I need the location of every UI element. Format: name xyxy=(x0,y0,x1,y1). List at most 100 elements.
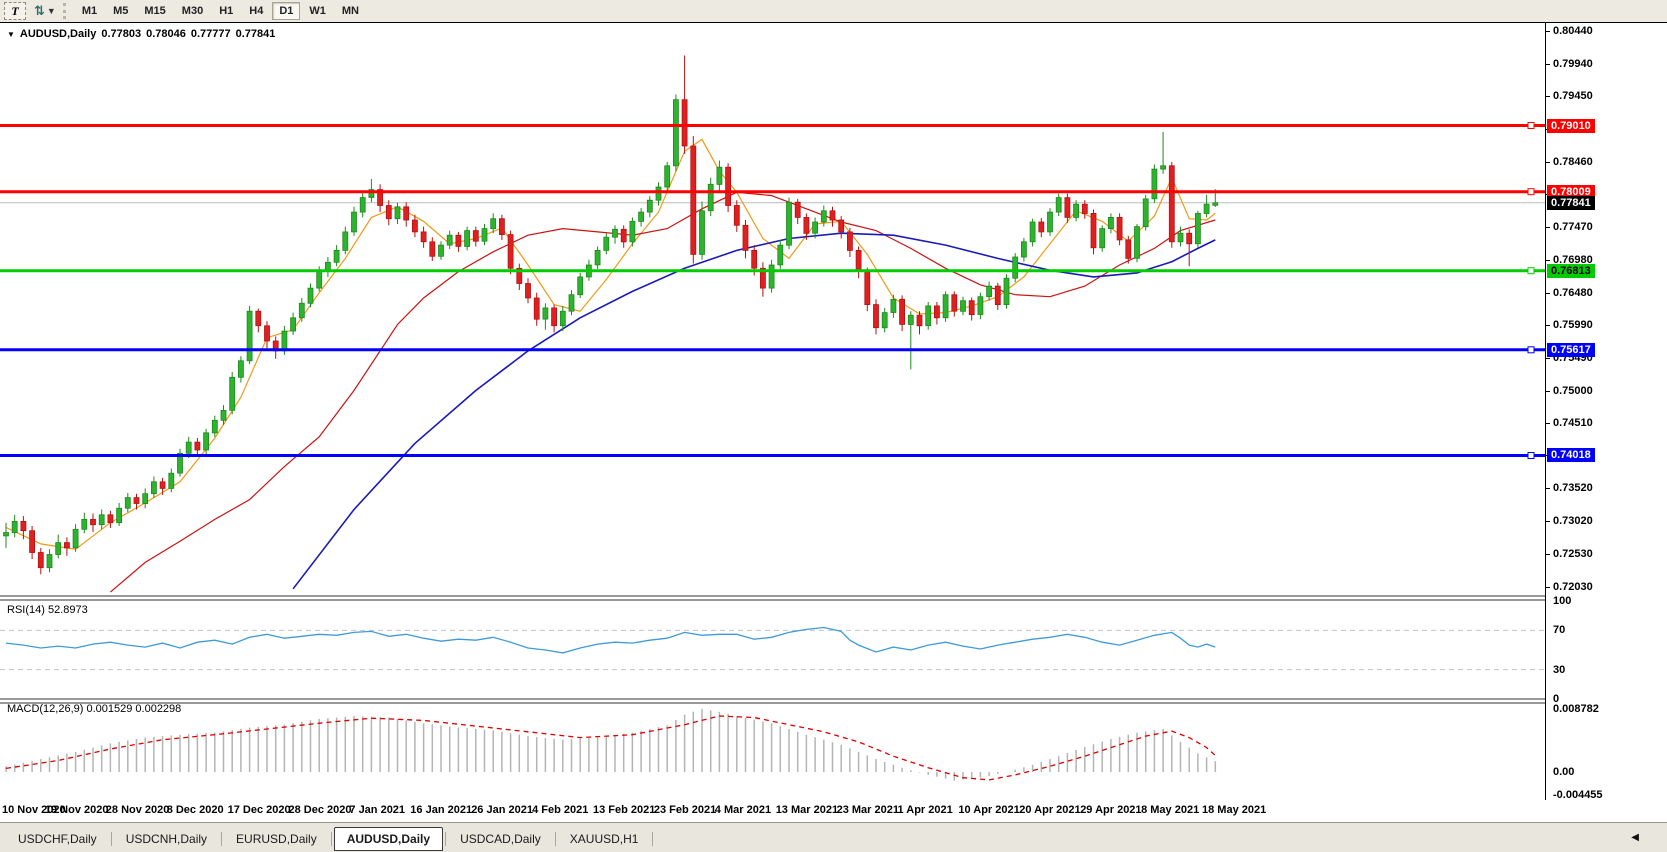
candle-body xyxy=(986,285,992,298)
candle-body xyxy=(194,441,201,451)
candle-body xyxy=(1073,203,1079,218)
price-axis[interactable]: 0.804400.799400.794500.789500.784600.779… xyxy=(1545,22,1667,802)
tab-separator xyxy=(110,832,112,846)
axis-tick-mark xyxy=(1546,30,1550,32)
date-axis-label: 18 May 2021 xyxy=(1202,804,1267,816)
ohlc-close: 0.77841 xyxy=(235,28,276,40)
candle-body xyxy=(881,312,888,329)
timeframe-button-d1[interactable]: D1 xyxy=(272,2,301,20)
candle-body xyxy=(1142,198,1149,228)
macd-axis-tick: 0.00 xyxy=(1553,766,1575,778)
candle-body xyxy=(1029,221,1036,243)
chart-tab-audusd[interactable]: AUDUSD,Daily xyxy=(333,827,444,851)
candle-body xyxy=(81,518,88,530)
candle-body xyxy=(11,520,18,533)
timeframe-button-w1[interactable]: W1 xyxy=(302,2,333,20)
chart-title: ▼ AUDUSD,Daily 0.77803 0.78046 0.77777 0… xyxy=(7,28,275,41)
timeframe-button-h4[interactable]: H4 xyxy=(242,2,270,20)
candle-body xyxy=(655,186,662,201)
price-axis-tick: 0.79450 xyxy=(1553,90,1593,103)
axis-tick-mark xyxy=(1546,521,1550,523)
rsi-axis-tick: 30 xyxy=(1553,663,1566,676)
tool-dropdown-caret-icon[interactable]: ▼ xyxy=(46,6,56,16)
candle-body xyxy=(812,221,818,234)
candle-body xyxy=(168,472,175,489)
tab-scroll-left-icon[interactable]: ◀ xyxy=(1631,832,1639,843)
candle-body xyxy=(290,317,297,332)
candle-body xyxy=(568,294,575,312)
candle-body xyxy=(150,481,157,495)
axis-tick-mark xyxy=(1546,422,1550,424)
date-axis-label: 29 Apr 2021 xyxy=(1080,804,1142,816)
timeframe-button-m5[interactable]: M5 xyxy=(106,2,135,20)
price-axis-tick: 0.75990 xyxy=(1553,319,1593,332)
date-axis-label: 23 Feb 2021 xyxy=(653,804,717,816)
price-line-label: 0.76813 xyxy=(1547,263,1595,278)
date-axis-label: 7 Jan 2021 xyxy=(349,804,406,816)
date-axis-label: 10 Nov 2020 xyxy=(2,804,66,816)
date-axis-label: 13 Mar 2021 xyxy=(775,804,839,816)
candle-body xyxy=(229,376,236,411)
macd-indicator-label: MACD(12,26,9) 0.001529 0.002298 xyxy=(7,703,182,715)
line-handle xyxy=(1527,346,1535,354)
candle-body xyxy=(307,287,314,304)
ohlc-open: 0.77803 xyxy=(101,28,142,40)
timeframe-button-m1[interactable]: M1 xyxy=(75,2,104,20)
candle-body xyxy=(1021,241,1027,258)
candle-body xyxy=(951,294,958,312)
text-tool-button[interactable]: T xyxy=(4,2,26,20)
candle-body xyxy=(107,514,114,524)
timeframe-button-mn[interactable]: MN xyxy=(335,2,366,20)
candle-body xyxy=(942,294,949,319)
candle-body xyxy=(246,310,253,362)
candle-body xyxy=(777,244,784,266)
timeframe-button-m30[interactable]: M30 xyxy=(175,2,210,20)
date-axis-label: 10 Apr 2021 xyxy=(958,804,1020,816)
candle-body xyxy=(699,210,705,255)
candle-body xyxy=(855,249,862,272)
candle-body xyxy=(838,219,845,233)
timeframe-button-m15[interactable]: M15 xyxy=(137,2,172,20)
candle-body xyxy=(1090,212,1097,249)
candle-body xyxy=(594,249,601,266)
price-axis-tick: 0.74510 xyxy=(1553,416,1593,429)
candle-body xyxy=(916,314,923,327)
candle-body xyxy=(1160,165,1166,170)
candle-body xyxy=(446,234,453,246)
date-axis-label: 1 Apr 2021 xyxy=(897,804,953,816)
chart-tab-usdchf[interactable]: USDCHF,Daily xyxy=(18,832,97,846)
candle-body xyxy=(907,314,914,325)
chart-area[interactable]: ▼ AUDUSD,Daily 0.77803 0.78046 0.77777 0… xyxy=(0,22,1545,802)
price-axis-tick: 0.77470 xyxy=(1553,221,1593,234)
candle-body xyxy=(1116,216,1123,241)
timeframe-button-h1[interactable]: H1 xyxy=(212,2,240,20)
collapse-arrow-icon[interactable]: ▼ xyxy=(7,30,15,39)
price-axis-tick: 0.75000 xyxy=(1553,384,1593,397)
candle-body xyxy=(264,325,270,342)
candle-body xyxy=(620,228,627,243)
chart-tab-eurusd[interactable]: EURUSD,Daily xyxy=(236,832,317,846)
candle-body xyxy=(394,206,401,220)
price-axis-tick: 0.76480 xyxy=(1553,286,1593,299)
candle-body xyxy=(298,302,305,319)
candle-body xyxy=(159,481,166,489)
candle-body xyxy=(542,307,549,320)
axis-tick-mark xyxy=(1546,488,1550,490)
chart-tab-usdcnh[interactable]: USDCNH,Daily xyxy=(125,832,208,846)
price-line-label: 0.79010 xyxy=(1547,118,1595,133)
chart-tab-usdcad[interactable]: USDCAD,Daily xyxy=(460,832,541,846)
chart-tab-xauusd[interactable]: XAUUSD,H1 xyxy=(569,832,639,846)
line-handle xyxy=(1527,188,1535,196)
candle-body xyxy=(385,205,392,220)
chart-svg xyxy=(0,55,1545,781)
ohlc-low: 0.77777 xyxy=(190,28,231,40)
macd-axis-tick: -0.004455 xyxy=(1553,789,1603,801)
indicator-tool-icon[interactable]: ⇅ xyxy=(34,3,45,18)
candle-body xyxy=(733,205,740,226)
date-axis[interactable]: 10 Nov 2020 19 Nov 2020 28 Nov 2020 8 Dec 2… xyxy=(0,800,1667,822)
chart-tab-bar: USDCHF,Daily USDCNH,Daily EURUSD,Daily AUDU… xyxy=(0,822,1667,852)
candle-body xyxy=(559,310,566,327)
candle-body xyxy=(960,300,966,312)
price-axis-tick: 0.79940 xyxy=(1553,58,1593,71)
candle-body xyxy=(516,267,523,284)
